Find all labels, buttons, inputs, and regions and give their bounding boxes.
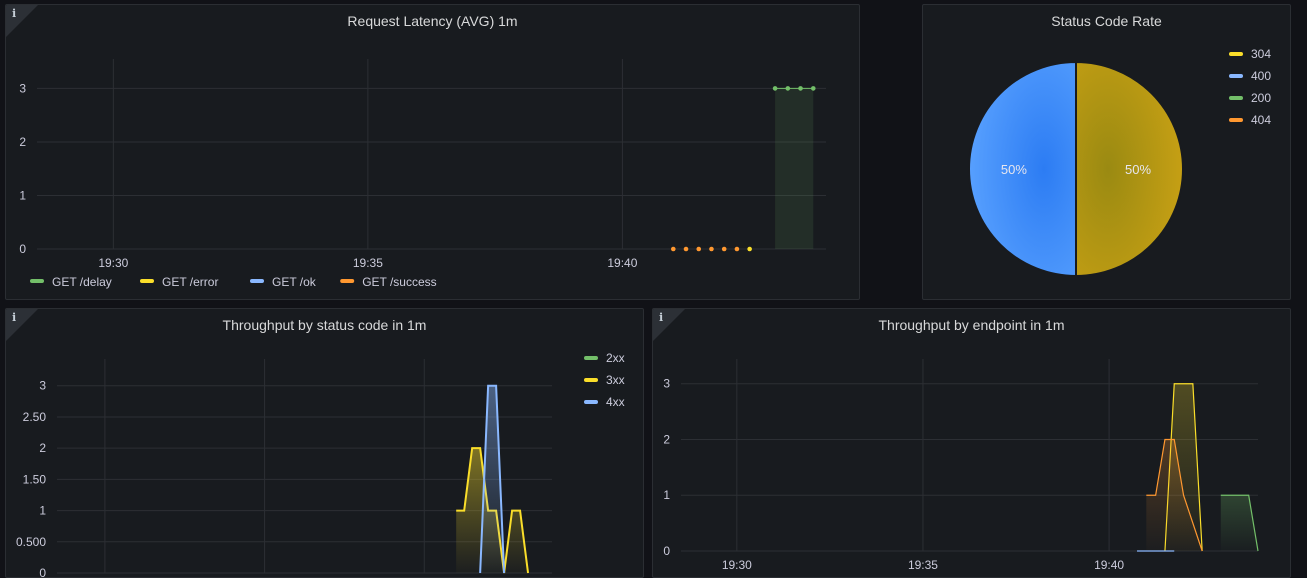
y-tick-label: 3	[663, 377, 670, 391]
info-icon[interactable]: i	[12, 311, 17, 324]
series-line	[1220, 494, 1259, 552]
y-tick-label: 0	[19, 242, 26, 256]
y-tick-label: 1	[19, 188, 26, 202]
panel-title[interactable]: Throughput by status code in 1m	[222, 317, 427, 333]
legend-swatch	[340, 279, 355, 283]
info-corner	[6, 309, 38, 341]
status-pie-chart: 50% 50% 304 400 200 404	[968, 47, 1271, 278]
x-tick-label: 19:35	[908, 558, 938, 572]
legend-swatch	[1229, 74, 1243, 78]
throughput-status-chart: 0 0.500 1 1.50 2 2.50 3 2xx 3xx 4xx	[16, 351, 625, 577]
status-rate-panel: Status Code Rate 50% 50% 304 400 200 404	[922, 4, 1291, 300]
legend-label: 304	[1251, 47, 1271, 61]
data-point	[747, 246, 752, 252]
legend-swatch	[584, 356, 598, 360]
legend-swatch	[140, 279, 154, 283]
info-corner	[6, 5, 38, 37]
y-tick-label: 2	[39, 441, 46, 455]
pie-slice-label: 50%	[1125, 162, 1151, 177]
info-icon[interactable]: i	[12, 7, 17, 20]
throughput-endpoint-chart: 0 1 2 3 19:30 19:35 19:40	[663, 359, 1259, 572]
pie-slice	[1075, 60, 1184, 278]
legend-swatch	[1229, 96, 1243, 100]
legend-label: 404	[1251, 113, 1271, 127]
legend-label: 3xx	[606, 373, 625, 387]
legend-label: 400	[1251, 69, 1271, 83]
panel-title[interactable]: Status Code Rate	[1051, 13, 1162, 29]
legend-label: GET /success	[362, 275, 436, 289]
y-tick-label: 1	[663, 488, 670, 502]
x-tick-label: 19:30	[98, 256, 128, 270]
legend-label: 4xx	[606, 395, 625, 409]
pie-slice	[968, 60, 1077, 278]
x-tick-label: 19:40	[1094, 558, 1124, 572]
legend-label: 200	[1251, 91, 1271, 105]
y-tick-label: 1.50	[23, 472, 47, 486]
panel-title[interactable]: Throughput by endpoint in 1m	[878, 317, 1065, 333]
data-point	[810, 86, 816, 91]
series-area	[480, 385, 505, 573]
y-tick-label: 1	[39, 504, 46, 518]
legend-swatch	[30, 279, 44, 283]
x-tick-label: 19:40	[607, 256, 637, 270]
legend-label: GET /delay	[52, 275, 112, 289]
y-tick-label: 0.500	[16, 535, 46, 549]
legend-swatch	[584, 400, 598, 404]
pie-slice-label: 50%	[1001, 162, 1027, 177]
x-tick-label: 19:30	[722, 558, 752, 572]
series-area	[1220, 495, 1258, 551]
y-tick-label: 0	[39, 566, 46, 577]
legend-label: GET /error	[162, 275, 218, 289]
legend-label: GET /ok	[272, 275, 317, 289]
latency-chart: 0 1 2 3 19:30 19:35 19:40 GET /delay GET /error G…	[19, 59, 826, 289]
legend-label: 2xx	[606, 351, 625, 365]
y-tick-label: 3	[39, 379, 46, 393]
data-point	[772, 86, 778, 91]
data-point	[709, 246, 714, 252]
legend-swatch	[584, 378, 598, 382]
info-corner	[653, 309, 685, 341]
y-tick-label: 2	[19, 135, 26, 149]
data-point	[721, 246, 727, 252]
data-point	[785, 86, 791, 91]
latency-panel: i Request Latency (AVG) 1m 0 1 2 3 19:30 19:3…	[5, 4, 860, 300]
y-tick-label: 0	[663, 544, 670, 558]
series-area	[1146, 439, 1203, 551]
throughput-endpoint-panel: i Throughput by endpoint in 1m 0 1 2 3 19:30…	[652, 308, 1291, 578]
legend-swatch	[1229, 118, 1243, 122]
data-point	[670, 246, 676, 252]
data-point	[683, 246, 689, 252]
legend-swatch	[250, 279, 264, 283]
legend-swatch	[1229, 52, 1243, 56]
x-tick-label: 19:35	[353, 256, 383, 270]
throughput-status-panel: i Throughput by status code in 1m 0 0.500…	[5, 308, 644, 578]
y-tick-label: 2.50	[23, 410, 47, 424]
data-point	[696, 246, 702, 252]
data-point	[798, 86, 803, 91]
panel-title[interactable]: Request Latency (AVG) 1m	[347, 13, 518, 29]
series-line	[479, 384, 506, 574]
series-line	[1146, 438, 1203, 552]
series-area	[775, 88, 814, 249]
y-tick-label: 3	[19, 81, 26, 95]
info-icon[interactable]: i	[659, 311, 664, 324]
data-point	[734, 246, 740, 252]
y-tick-label: 2	[663, 432, 670, 446]
